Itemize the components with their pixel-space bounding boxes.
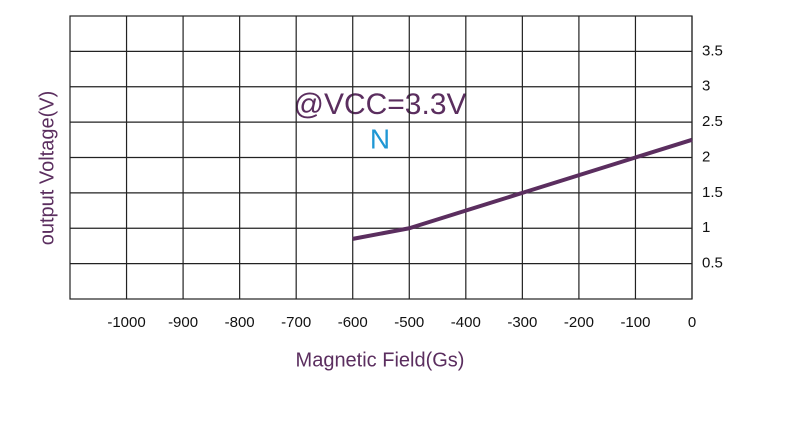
x-tick-label: -300 (507, 314, 537, 331)
annotation: @VCC=3.3V (293, 88, 466, 121)
y-tick-label: 1 (702, 219, 710, 236)
annotation: N (370, 123, 390, 154)
data-line (352, 137, 693, 241)
x-tick-label: -700 (281, 314, 311, 331)
x-tick-label: -500 (394, 314, 424, 331)
y-tick-label: 0.5 (702, 255, 723, 272)
x-tick-label: -400 (451, 314, 481, 331)
x-tick-label: -100 (620, 314, 650, 331)
y-tick-label: 2.5 (702, 113, 723, 130)
y-tick-label: 3.5 (702, 42, 723, 59)
x-tick-label: 0 (688, 314, 696, 331)
x-tick-label: -1000 (107, 314, 145, 331)
y-tick-label: 1.5 (702, 184, 723, 201)
x-tick-label: -200 (564, 314, 594, 331)
y-axis-label: output Voltage(V) (36, 91, 58, 246)
x-tick-label: -800 (225, 314, 255, 331)
x-tick-label: -900 (168, 314, 198, 331)
y-tick-label: 2 (702, 148, 710, 165)
x-tick-label: -600 (338, 314, 368, 331)
y-tick-label: 3 (702, 78, 710, 95)
x-axis-label: Magnetic Field(Gs) (296, 349, 465, 371)
